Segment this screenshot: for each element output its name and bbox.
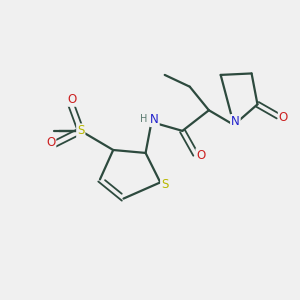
- Text: S: S: [77, 124, 85, 137]
- Text: O: O: [196, 149, 206, 162]
- Text: S: S: [161, 178, 168, 191]
- Text: O: O: [67, 93, 76, 106]
- Text: H: H: [140, 114, 147, 124]
- Text: N: N: [231, 115, 240, 128]
- Text: O: O: [279, 111, 288, 124]
- Text: O: O: [46, 136, 56, 149]
- Text: N: N: [150, 113, 159, 126]
